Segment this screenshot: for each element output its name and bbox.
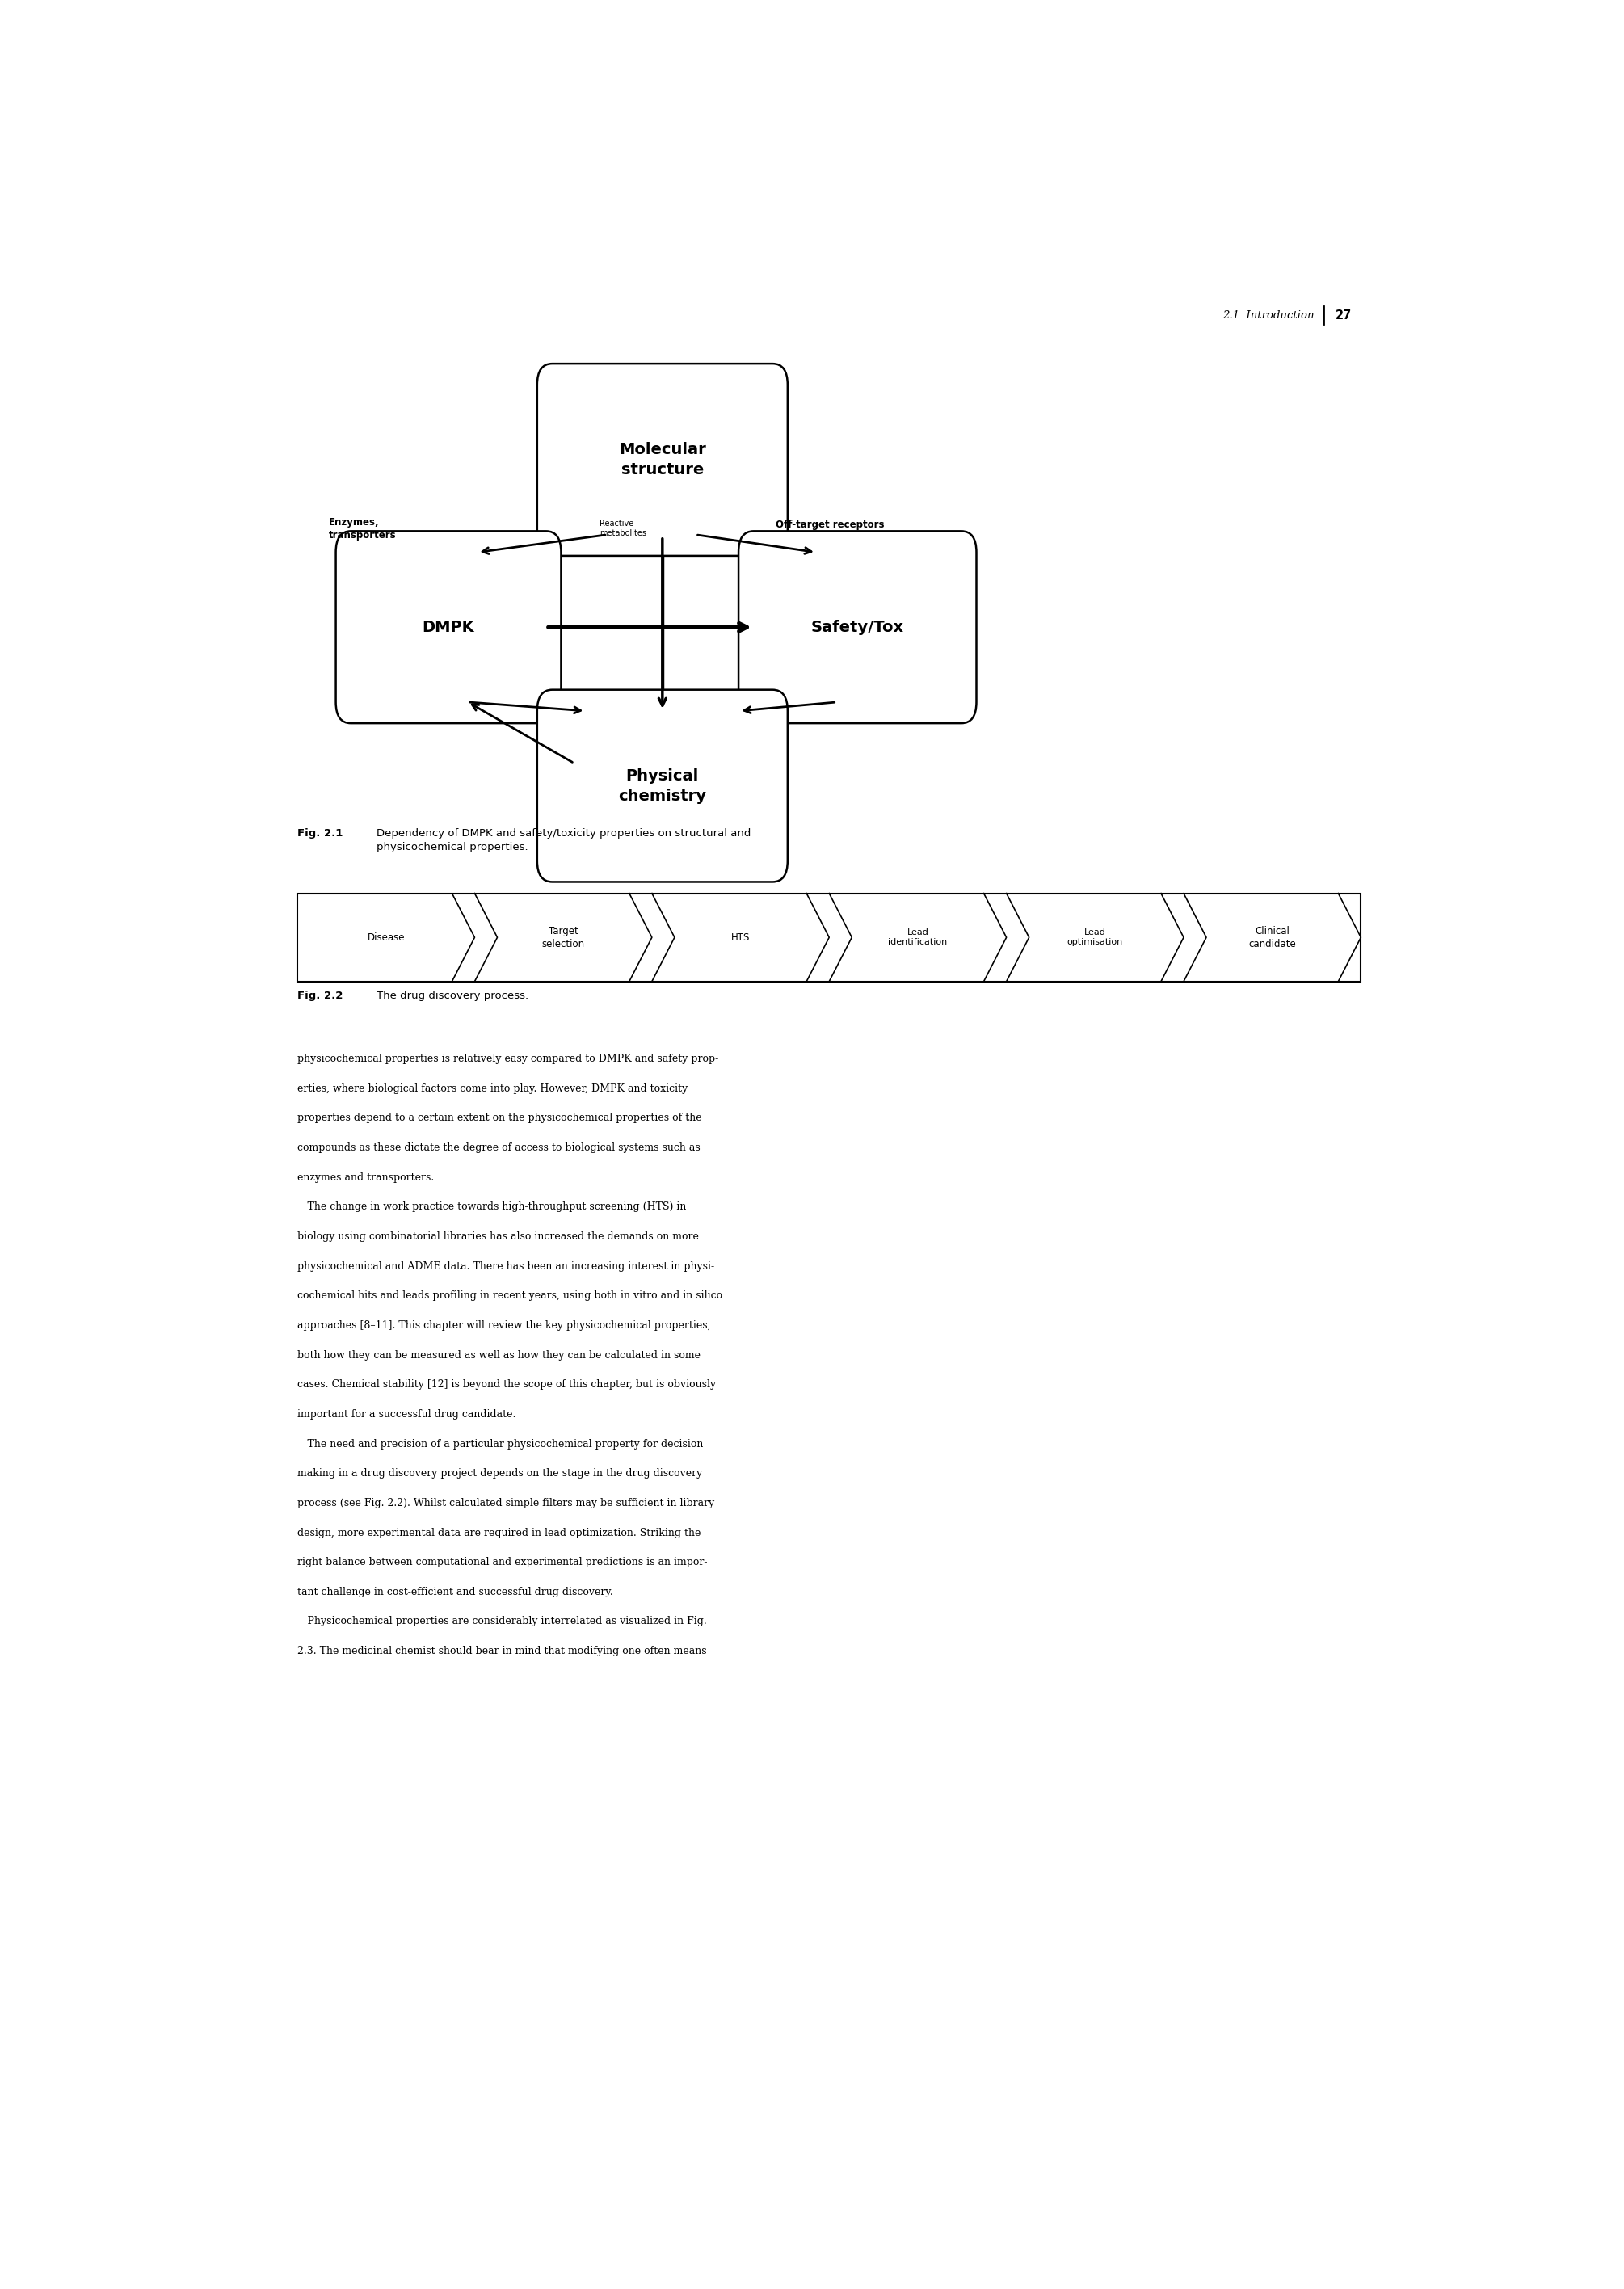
- Text: Molecular
structure: Molecular structure: [619, 442, 706, 478]
- Text: Enzymes,
transporters: Enzymes, transporters: [330, 517, 396, 540]
- Text: 2.3. The medicinal chemist should bear in mind that modifying one often means: 2.3. The medicinal chemist should bear i…: [297, 1646, 706, 1657]
- Text: making in a drug discovery project depends on the stage in the drug discovery: making in a drug discovery project depen…: [297, 1467, 703, 1479]
- Text: The need and precision of a particular physicochemical property for decision: The need and precision of a particular p…: [297, 1440, 703, 1449]
- FancyBboxPatch shape: [336, 531, 560, 723]
- Text: design, more experimental data are required in lead optimization. Striking the: design, more experimental data are requi…: [297, 1527, 702, 1538]
- Text: biology using combinatorial libraries has also increased the demands on more: biology using combinatorial libraries ha…: [297, 1231, 698, 1243]
- Text: properties depend to a certain extent on the physicochemical properties of the: properties depend to a certain extent on…: [297, 1112, 702, 1124]
- Text: process (see Fig. 2.2). Whilst calculated simple filters may be sufficient in li: process (see Fig. 2.2). Whilst calculate…: [297, 1497, 715, 1508]
- Text: HTS: HTS: [731, 932, 750, 943]
- Text: Fig. 2.1: Fig. 2.1: [297, 829, 343, 838]
- Text: Physicochemical properties are considerably interrelated as visualized in Fig.: Physicochemical properties are considera…: [297, 1616, 706, 1627]
- Text: Clinical
candidate: Clinical candidate: [1249, 925, 1296, 950]
- Text: compounds as these dictate the degree of access to biological systems such as: compounds as these dictate the degree of…: [297, 1142, 700, 1154]
- FancyBboxPatch shape: [538, 689, 788, 881]
- Text: enzymes and transporters.: enzymes and transporters.: [297, 1172, 434, 1183]
- Text: Target
selection: Target selection: [542, 925, 585, 950]
- Text: Lead
identification: Lead identification: [888, 929, 947, 945]
- Text: Reactive
metabolites: Reactive metabolites: [599, 520, 646, 538]
- Text: important for a successful drug candidate.: important for a successful drug candidat…: [297, 1410, 516, 1419]
- Text: 2.1  Introduction: 2.1 Introduction: [1223, 309, 1314, 320]
- Text: cochemical hits and leads profiling in recent years, using both in vitro and in : cochemical hits and leads profiling in r…: [297, 1291, 723, 1300]
- Text: DMPK: DMPK: [422, 620, 474, 634]
- Text: Disease: Disease: [367, 932, 404, 943]
- Text: tant challenge in cost-efficient and successful drug discovery.: tant challenge in cost-efficient and suc…: [297, 1586, 614, 1598]
- Text: Fig. 2.2: Fig. 2.2: [297, 991, 343, 1000]
- Text: physicochemical properties is relatively easy compared to DMPK and safety prop-: physicochemical properties is relatively…: [297, 1053, 718, 1064]
- Text: 27: 27: [1335, 309, 1353, 320]
- Text: Lead
optimisation: Lead optimisation: [1067, 929, 1124, 945]
- FancyBboxPatch shape: [538, 364, 788, 556]
- Text: Physical
chemistry: Physical chemistry: [619, 769, 706, 803]
- Text: right balance between computational and experimental predictions is an impor-: right balance between computational and …: [297, 1557, 708, 1568]
- Text: both how they can be measured as well as how they can be calculated in some: both how they can be measured as well as…: [297, 1351, 700, 1360]
- Text: physicochemical and ADME data. There has been an increasing interest in physi-: physicochemical and ADME data. There has…: [297, 1261, 715, 1270]
- Text: approaches [8–11]. This chapter will review the key physicochemical properties,: approaches [8–11]. This chapter will rev…: [297, 1321, 711, 1330]
- Text: The change in work practice towards high-throughput screening (HTS) in: The change in work practice towards high…: [297, 1202, 687, 1213]
- Bar: [297, 893, 1361, 982]
- Text: Dependency of DMPK and safety/toxicity properties on structural and
physicochemi: Dependency of DMPK and safety/toxicity p…: [377, 829, 750, 852]
- Text: cases. Chemical stability [12] is beyond the scope of this chapter, but is obvio: cases. Chemical stability [12] is beyond…: [297, 1380, 716, 1389]
- Text: Off-target receptors: Off-target receptors: [776, 520, 885, 531]
- Text: erties, where biological factors come into play. However, DMPK and toxicity: erties, where biological factors come in…: [297, 1083, 689, 1094]
- Text: The drug discovery process.: The drug discovery process.: [377, 991, 529, 1000]
- Text: Safety/Tox: Safety/Tox: [810, 620, 905, 634]
- FancyBboxPatch shape: [739, 531, 976, 723]
